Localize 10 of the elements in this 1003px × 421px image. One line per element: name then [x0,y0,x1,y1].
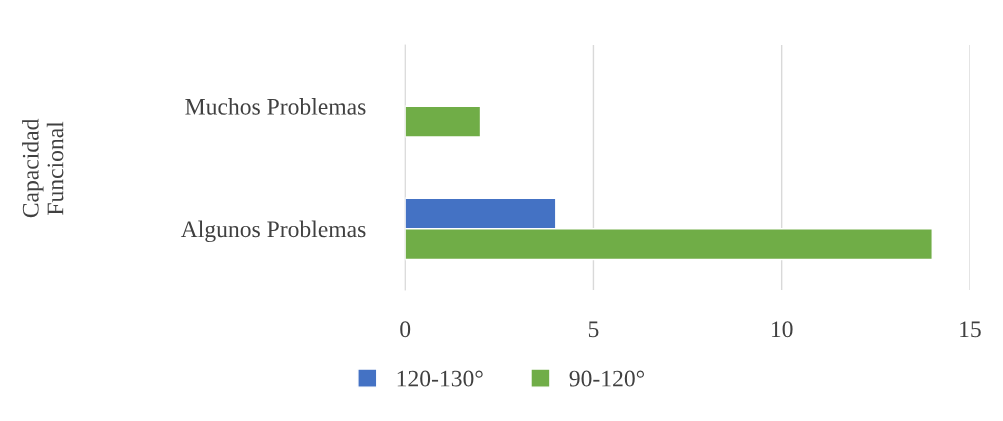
y-tick-label: Algunos Problemas [180,220,366,243]
legend-label: 90-120° [569,370,644,387]
x-tick-label: 15 [960,321,981,338]
y-axis-title: Capacidad Funcional [22,118,64,218]
y-tick-label: Muchos Problemas [185,98,366,115]
x-tick-label: 0 [400,321,411,338]
bar [405,105,482,138]
x-tick-label: 10 [771,321,793,338]
legend-label: 120-130° [397,370,483,387]
x-tick-label: 5 [588,321,599,338]
